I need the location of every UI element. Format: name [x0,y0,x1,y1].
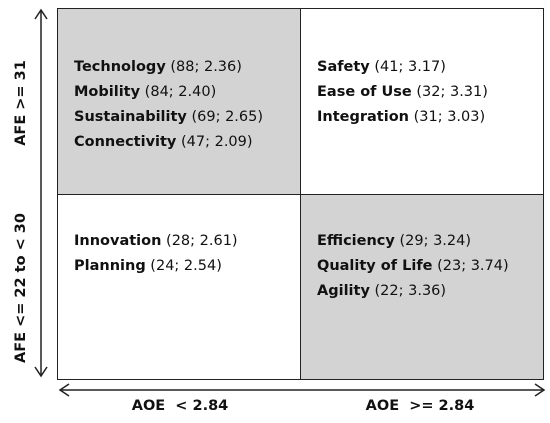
quadrant-item-list: Technology (88; 2.36) Mobility (84; 2.40)… [74,55,263,155]
quadrant-item: Technology (88; 2.36) [74,55,263,80]
x-axis-label-right: AOE >= 2.84 [365,398,475,414]
item-name: Innovation [74,233,162,249]
quadrant-item: Connectivity (47; 2.09) [74,130,263,155]
quadrant-top-left: Technology (88; 2.36) Mobility (84; 2.40)… [57,8,301,195]
item-name: Agility [317,283,370,299]
y-arrow-head-bottom [34,366,48,378]
item-stats: (24; 2.54) [145,258,222,274]
quadrant-item-list: Safety (41; 3.17) Ease of Use (32; 3.31) I… [317,55,488,130]
item-name: Planning [74,258,146,274]
item-stats: (84; 2.40) [140,84,217,100]
item-name: Efficiency [317,233,395,249]
item-name: Mobility [74,84,141,100]
quadrant-item: Innovation (28; 2.61) [74,229,238,254]
item-name: Connectivity [74,134,177,150]
item-name: Integration [317,109,409,125]
quadrant-item: Mobility (84; 2.40) [74,80,263,105]
quadrant-item: Agility (22; 3.36) [317,279,509,304]
quadrant-top-right: Safety (41; 3.17) Ease of Use (32; 3.31) I… [300,8,544,195]
quadrant-item: Sustainability (69; 2.65) [74,105,263,130]
quadrant-item: Planning (24; 2.54) [74,254,238,279]
item-stats: (32; 3.31) [411,84,488,100]
item-name: Safety [317,59,370,75]
x-arrow-head-right [534,383,546,397]
item-stats: (47; 2.09) [176,134,253,150]
y-axis-label-bottom: AFE <= 22 to < 30 [13,213,29,363]
quadrant-item: Ease of Use (32; 3.31) [317,80,488,105]
quadrant-item: Efficiency (29; 3.24) [317,229,509,254]
y-arrow-head-top [34,8,48,20]
quadrant-item: Safety (41; 3.17) [317,55,488,80]
item-stats: (69; 2.65) [186,109,264,125]
item-stats: (88; 2.36) [165,59,242,75]
item-name: Quality of Life [317,258,433,274]
item-stats: (41; 3.17) [369,59,446,75]
quadrant-bottom-left: Innovation (28; 2.61) Planning (24; 2.54) [57,194,301,380]
item-stats: (28; 2.61) [161,233,238,249]
item-name: Sustainability [74,109,187,125]
y-axis-label-top: AFE >= 31 [13,60,29,146]
x-axis-label-left: AOE < 2.84 [131,398,229,414]
quadrant-item: Integration (31; 3.03) [317,105,488,130]
item-stats: (31; 3.03) [408,109,486,125]
quadrant-bottom-right: Efficiency (29; 3.24) Quality of Life (23… [300,194,544,380]
item-stats: (29; 3.24) [394,233,472,249]
quadrant-item: Quality of Life (23; 3.74) [317,254,509,279]
item-name: Ease of Use [317,84,412,100]
item-stats: (22; 3.36) [369,283,447,299]
x-arrow-head-left [58,383,70,397]
item-stats: (23; 3.74) [432,258,509,274]
item-name: Technology [74,59,166,75]
quadrant-item-list: Innovation (28; 2.61) Planning (24; 2.54) [74,229,238,279]
quadrant-item-list: Efficiency (29; 3.24) Quality of Life (23… [317,229,509,304]
